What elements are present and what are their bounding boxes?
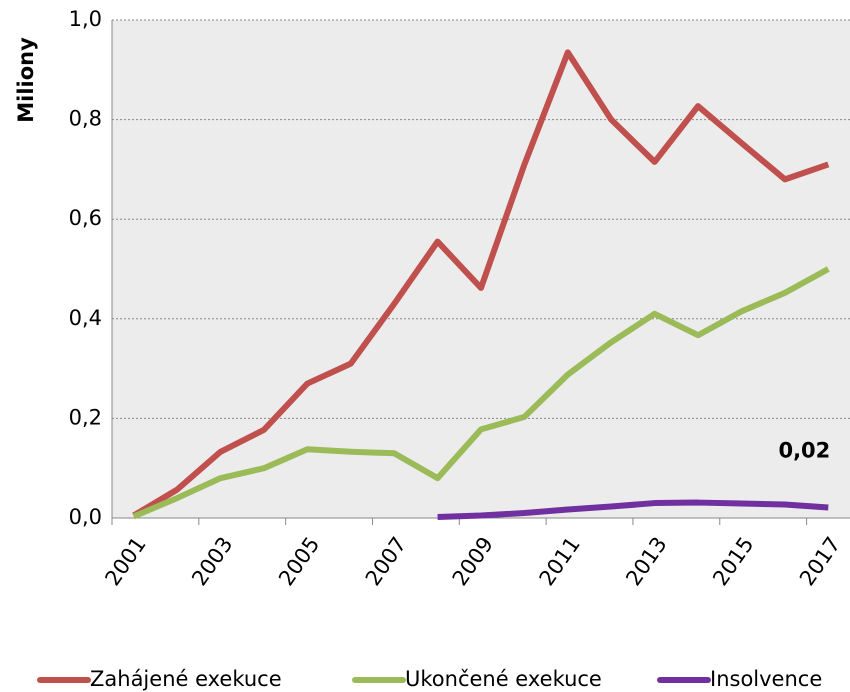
legend-label: Insolvence bbox=[710, 667, 822, 691]
x-tick-label: 2009 bbox=[448, 533, 498, 591]
y-tick-label: 0,8 bbox=[69, 107, 102, 131]
y-tick-label: 0,4 bbox=[69, 306, 102, 330]
x-tick-label: 2015 bbox=[708, 533, 758, 591]
series-line bbox=[132, 266, 830, 520]
x-tick-label: 2013 bbox=[621, 533, 671, 591]
data-label: 0,02 bbox=[778, 439, 830, 463]
x-tick-label: 2003 bbox=[187, 533, 237, 591]
x-tick-label: 2011 bbox=[535, 533, 585, 591]
y-tick-label: 1,0 bbox=[69, 7, 102, 31]
y-tick-label: 0,6 bbox=[69, 206, 102, 230]
x-tick-label: 2001 bbox=[100, 533, 150, 591]
series-line bbox=[437, 499, 829, 521]
plot-area bbox=[112, 20, 850, 518]
x-tick-label: 2005 bbox=[274, 533, 324, 591]
y-tick-label: 0,2 bbox=[69, 405, 102, 429]
y-axis-label: Miliony bbox=[14, 37, 38, 123]
x-tick-label: 2007 bbox=[361, 533, 411, 591]
legend-label: Zahájené exekuce bbox=[90, 667, 282, 691]
y-tick-label: 0,0 bbox=[69, 505, 102, 529]
legend-label: Ukončené exekuce bbox=[405, 667, 602, 691]
series-line bbox=[132, 49, 830, 519]
x-tick-label: 2017 bbox=[795, 533, 845, 591]
